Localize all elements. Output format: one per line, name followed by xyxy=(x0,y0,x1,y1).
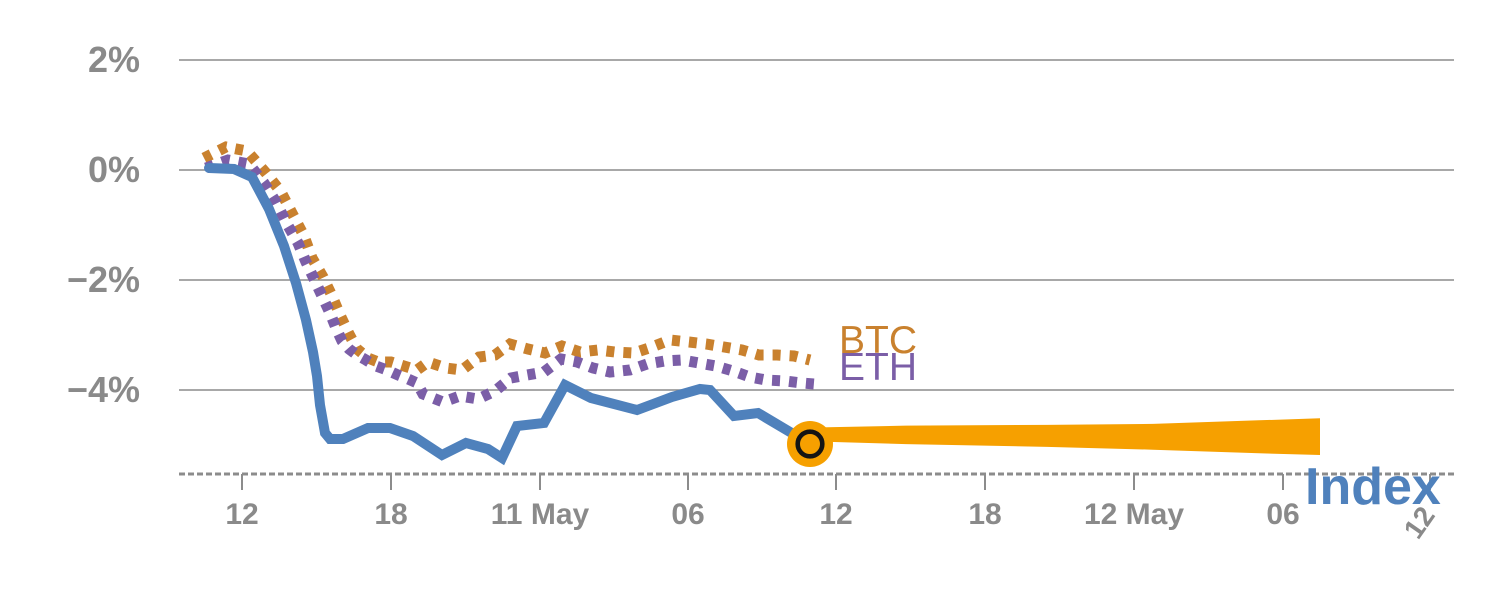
svg-text:12: 12 xyxy=(819,498,852,531)
svg-text:ETH: ETH xyxy=(839,346,917,389)
svg-text:Index: Index xyxy=(1305,458,1441,516)
svg-text:0%: 0% xyxy=(88,149,140,190)
svg-text:11 May: 11 May xyxy=(491,498,590,531)
svg-text:2%: 2% xyxy=(88,39,140,80)
svg-text:12 May: 12 May xyxy=(1084,498,1184,531)
svg-text:06: 06 xyxy=(1266,498,1299,531)
svg-text:−2%: −2% xyxy=(67,259,140,300)
svg-text:−4%: −4% xyxy=(67,369,140,410)
svg-text:06: 06 xyxy=(671,498,704,531)
svg-text:18: 18 xyxy=(374,498,407,531)
svg-text:12: 12 xyxy=(225,498,258,531)
svg-text:18: 18 xyxy=(968,498,1001,531)
